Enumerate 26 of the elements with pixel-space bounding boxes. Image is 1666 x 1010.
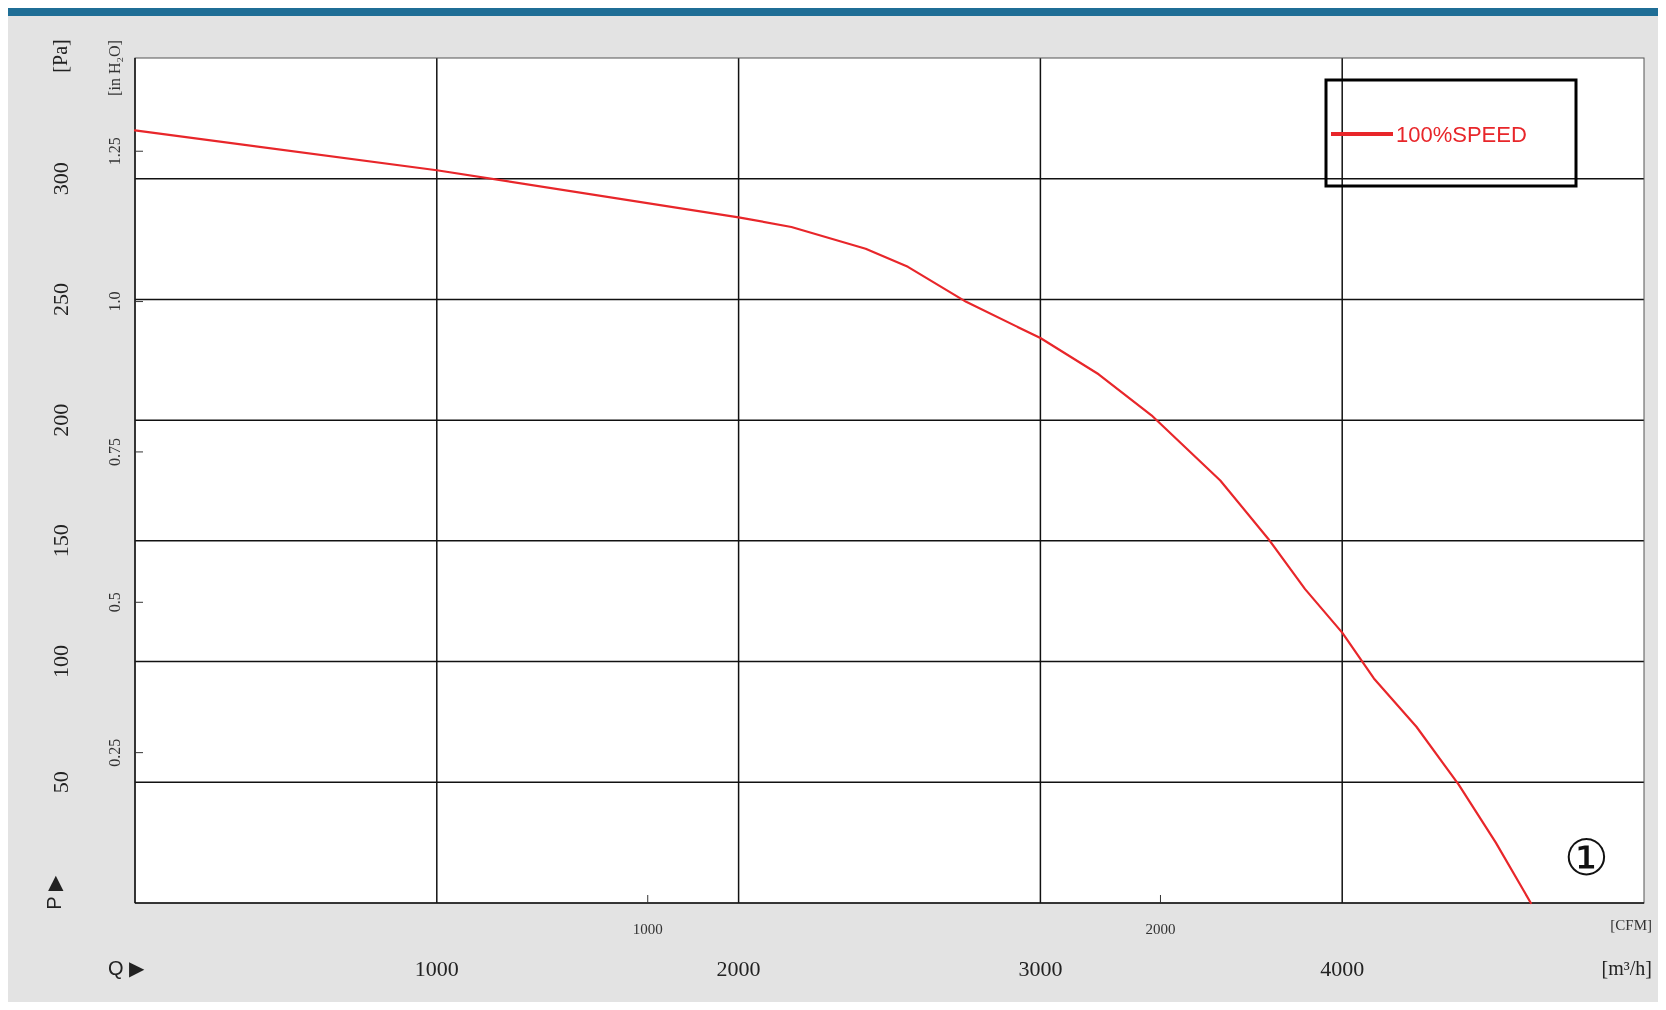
y-tick-label: 50 [47, 771, 73, 794]
y2-tick-label: 1.0 [105, 291, 123, 312]
y2-tick-label: 1.25 [105, 137, 123, 166]
y-tick-label: 300 [47, 162, 73, 196]
x-tick-label: 4000 [1320, 955, 1365, 981]
x2-tick-label: 2000 [1145, 921, 1176, 937]
y-axis-title: [Pa] [49, 39, 71, 73]
x2-axis-title: [CFM] [1610, 917, 1652, 933]
y-tick-label: 150 [47, 524, 73, 558]
text: Q ▶ [108, 957, 146, 979]
x-tick-label: 2000 [716, 955, 761, 981]
text: P ▶ [43, 875, 65, 910]
y-tick-label: 200 [47, 403, 73, 437]
y2-tick-label: 0.25 [105, 738, 123, 767]
annotation: ① [1563, 830, 1609, 886]
y2-tick-label: 0.5 [105, 592, 123, 613]
x-tick-label: 1000 [414, 955, 459, 981]
y2-tick-label: 0.75 [105, 437, 123, 466]
legend-label: 100%SPEED [1396, 121, 1527, 147]
x2-tick-label: 1000 [632, 921, 663, 937]
x-axis-title: [m³/h] [1601, 957, 1652, 979]
y-tick-label: 250 [47, 282, 73, 316]
y-tick-label: 100 [47, 645, 73, 679]
y2-axis-title: [in H₂O] [105, 40, 123, 96]
line-series [133, 129, 1532, 905]
x-tick-label: 3000 [1018, 955, 1063, 981]
